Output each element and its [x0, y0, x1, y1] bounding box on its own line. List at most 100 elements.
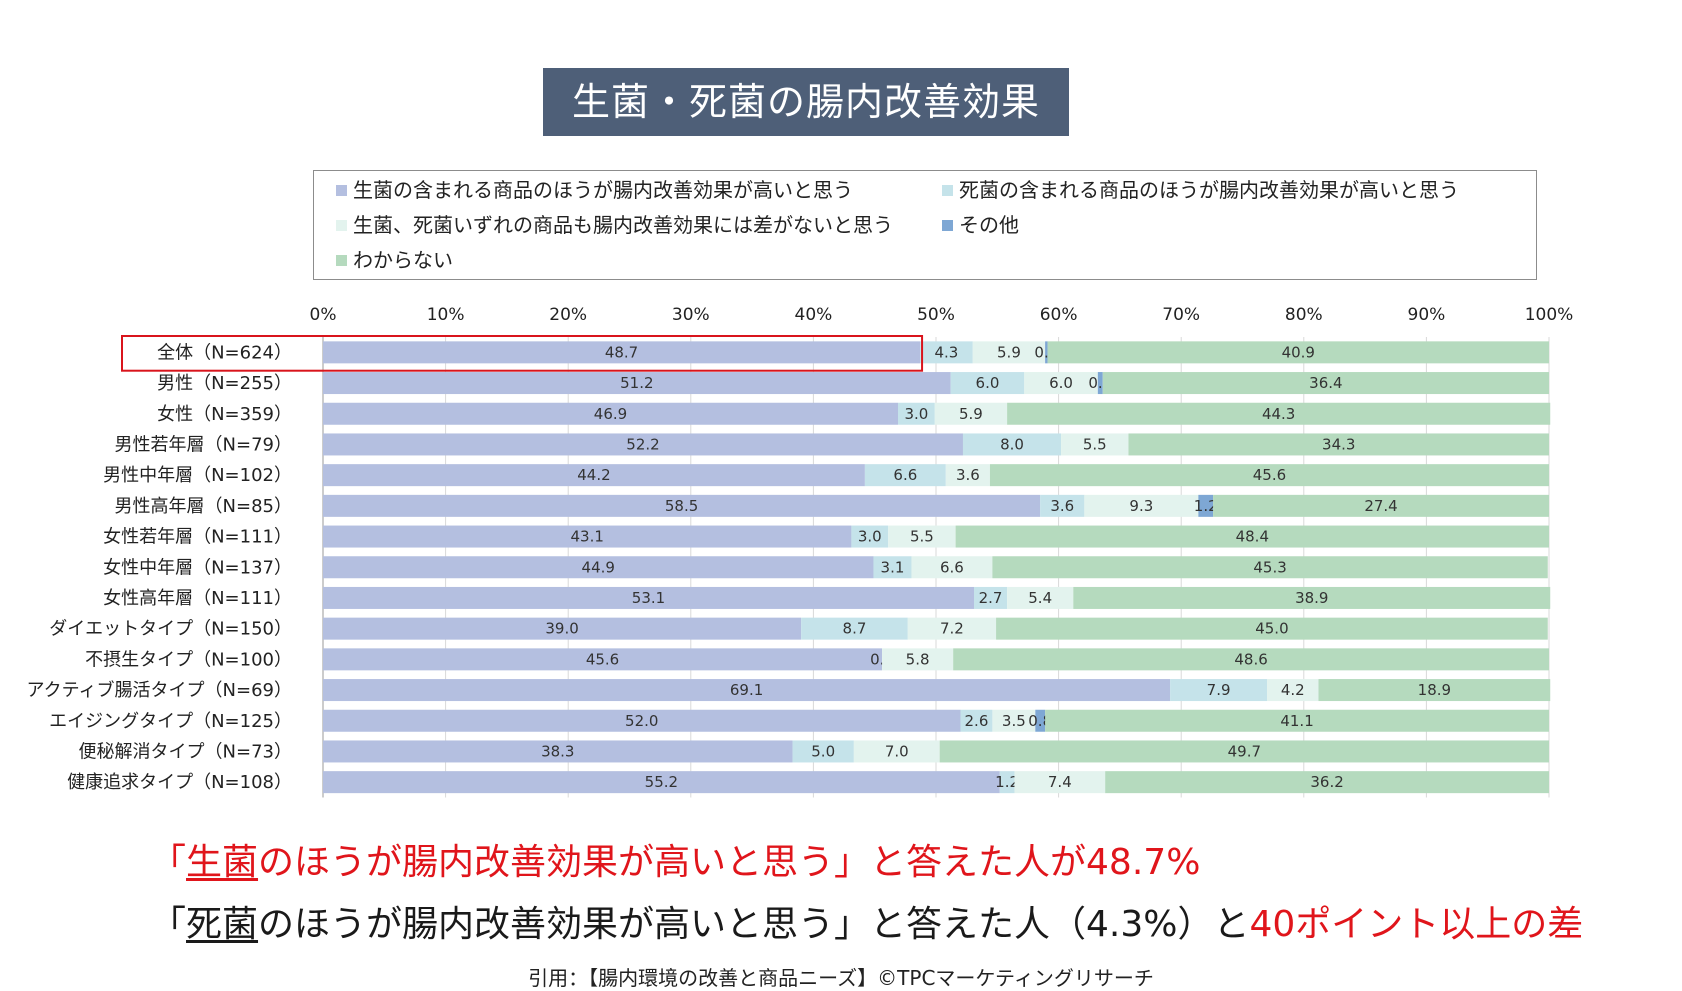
category-label: 不摂生タイプ（N=100） — [85, 649, 292, 670]
data-label: 7.4 — [1048, 773, 1072, 791]
data-label: 7.2 — [940, 620, 964, 638]
bar-segment — [992, 709, 1036, 732]
legend-item-live: 生菌の含まれる商品のほうが腸内改善効果が高いと思う — [336, 177, 853, 203]
category-label: 便秘解消タイプ（N=73） — [79, 741, 292, 762]
category-label: ダイエットタイプ（N=150） — [49, 619, 292, 640]
x-tick-label: 70% — [1162, 305, 1200, 325]
legend-swatch-live — [336, 185, 347, 196]
data-label: 49.7 — [1228, 742, 1261, 760]
legend-item-nodiff: 生菌、死菌いずれの商品も腸内改善効果には差がないと思う — [336, 212, 893, 238]
data-label: 44.9 — [582, 558, 615, 576]
citation: 引用：【腸内環境の改善と商品ニーズ】©TPCマーケティングリサーチ — [528, 966, 1154, 990]
data-label: 44.3 — [1262, 405, 1295, 423]
highlight-box — [121, 335, 924, 372]
bar-segment — [1170, 679, 1268, 702]
data-label: 51.2 — [620, 374, 653, 392]
summary-1-emph: 生菌 — [186, 842, 259, 883]
data-label: 34.3 — [1322, 435, 1355, 453]
bar-segment — [974, 586, 1008, 609]
data-label: 5.4 — [1028, 589, 1052, 607]
category-label: 女性若年層（N=111） — [103, 527, 292, 548]
bar-segment — [323, 464, 865, 487]
bar-segment — [851, 525, 889, 548]
data-label: 6.6 — [940, 558, 964, 576]
data-label: 3.0 — [858, 528, 882, 546]
data-label: 36.4 — [1309, 374, 1342, 392]
x-tick-label: 20% — [549, 305, 587, 325]
data-label: 55.2 — [645, 773, 678, 791]
bar-segment — [1045, 341, 1048, 364]
data-label: 3.6 — [956, 466, 980, 484]
data-label: 41.1 — [1280, 712, 1313, 730]
bar-segment — [323, 525, 852, 548]
bar-segment — [960, 709, 993, 732]
data-label: 5.5 — [910, 528, 934, 546]
legend: 生菌の含まれる商品のほうが腸内改善効果が高いと思う 死菌の含まれる商品のほうが腸… — [313, 170, 1537, 280]
data-label: 52.2 — [626, 435, 659, 453]
summary-1-rest: のほうが腸内改善効果が高いと思う」と答えた人が48.7% — [258, 842, 1201, 883]
bar-segment — [864, 464, 946, 487]
data-label: 38.3 — [541, 742, 574, 760]
summary-line-2: 「死菌のほうが腸内改善効果が高いと思う」と答えた人（4.3%）と40ポイント以上… — [150, 895, 1583, 947]
data-label: 18.9 — [1418, 681, 1451, 699]
bar-segment — [945, 464, 990, 487]
legend-swatch-other — [942, 220, 953, 231]
x-tick-label: 10% — [427, 305, 465, 325]
bar-segment — [897, 402, 935, 425]
legend-label-other: その他 — [959, 213, 1019, 237]
data-label: 48.7 — [605, 343, 638, 361]
data-label: 2.6 — [965, 712, 989, 730]
legend-swatch-dead — [942, 185, 953, 196]
bar-segment — [323, 679, 1171, 702]
data-label: 5.5 — [1083, 435, 1107, 453]
bar-segment — [323, 556, 874, 579]
legend-label-unknown: わからない — [353, 248, 453, 272]
bar-segment — [1084, 494, 1199, 517]
data-label: 43.1 — [570, 528, 603, 546]
bar-segment — [1318, 679, 1551, 702]
category-label: アクティブ腸活タイプ（N=69） — [27, 679, 292, 701]
bar-segment — [1045, 709, 1549, 732]
legend-swatch-unknown — [336, 255, 347, 266]
data-label: 7.0 — [885, 742, 909, 760]
bar-segment — [907, 617, 997, 640]
bar-segment — [1047, 341, 1549, 364]
bar-segment — [911, 556, 993, 579]
bar-segment — [1128, 433, 1549, 456]
data-label: 45.0 — [1255, 620, 1288, 638]
data-label: 8.7 — [843, 620, 867, 638]
bar-segment — [1213, 494, 1549, 517]
category-label: 男性高年層（N=85） — [115, 496, 292, 517]
data-label: 40.9 — [1282, 343, 1315, 361]
data-label: 3.1 — [881, 558, 905, 576]
data-label: 48.4 — [1236, 528, 1269, 546]
summary-2-rest: のほうが腸内改善効果が高いと思う」と答えた人（4.3%）と — [258, 904, 1250, 945]
bar-segment — [1040, 494, 1085, 517]
data-label: 6.6 — [893, 466, 917, 484]
category-label: 男性若年層（N=79） — [115, 434, 292, 455]
bar-segment — [792, 740, 854, 763]
bar-segment — [1097, 372, 1103, 395]
bar-segment — [1014, 771, 1106, 794]
bar-segment — [1024, 372, 1098, 395]
bar-segment — [989, 464, 1549, 487]
category-label: エイジングタイプ（N=125） — [49, 711, 292, 732]
bar-segment — [323, 341, 921, 364]
category-label: 男性（N=255） — [157, 373, 292, 394]
data-label: 36.2 — [1310, 773, 1343, 791]
data-label: 7.9 — [1207, 681, 1231, 699]
data-label: 6.0 — [1049, 374, 1073, 392]
data-label: 48.6 — [1234, 650, 1267, 668]
data-label: 69.1 — [730, 681, 763, 699]
legend-label-live: 生菌の含まれる商品のほうが腸内改善効果が高いと思う — [353, 178, 853, 202]
x-tick-label: 60% — [1040, 305, 1078, 325]
summary-line-1: 「生菌のほうが腸内改善効果が高いと思う」と答えた人が48.7% — [150, 833, 1200, 885]
data-label: 58.5 — [665, 497, 698, 515]
data-label: 2.7 — [979, 589, 1003, 607]
data-label: 6.0 — [976, 374, 1000, 392]
data-label: 38.9 — [1295, 589, 1328, 607]
x-tick-label: 50% — [917, 305, 955, 325]
data-label: 27.4 — [1364, 497, 1397, 515]
data-label: 5.8 — [906, 650, 930, 668]
data-label: 45.6 — [1253, 466, 1286, 484]
